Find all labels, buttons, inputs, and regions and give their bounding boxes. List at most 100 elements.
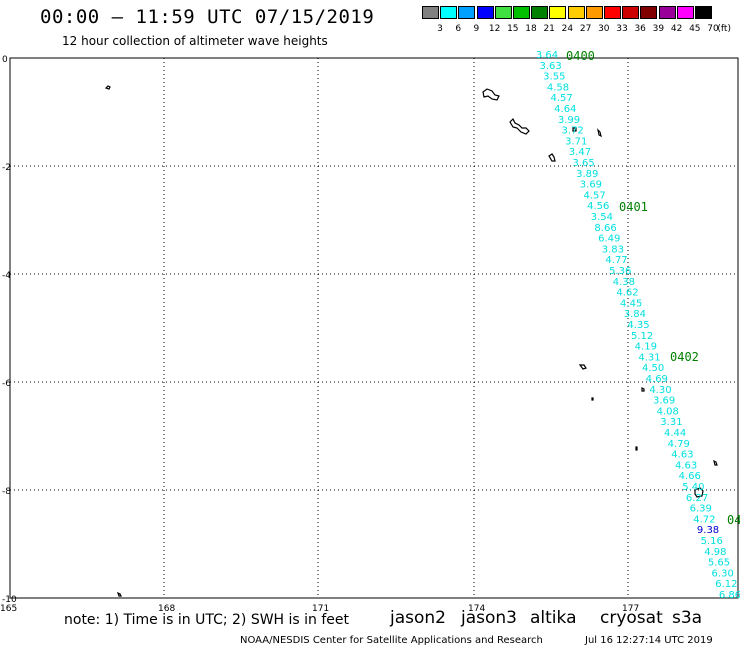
wave-height-value: 4.64 [554, 104, 576, 115]
wave-height-value: 9.38 [697, 525, 719, 536]
island-coastline [578, 364, 587, 370]
legend-label: 42 [670, 24, 683, 34]
map-title: 00:00 – 11:59 UTC 07/15/2019 [40, 6, 375, 28]
legend-swatch [458, 6, 476, 19]
wave-height-value: 3.99 [558, 115, 580, 126]
island-coastline [548, 153, 556, 162]
legend-swatch [476, 6, 494, 19]
legend-swatch [440, 6, 458, 19]
wave-height-value: 4.31 [638, 352, 660, 363]
track-time-label: 04 [727, 513, 740, 527]
legend-label: 24 [561, 24, 574, 34]
wave-height-value: 5.16 [701, 536, 723, 547]
wave-height-value: 3.69 [580, 180, 602, 191]
wave-height-value: 8.66 [594, 223, 616, 234]
wave-height-value: 4.35 [627, 320, 649, 331]
wave-height-value: 3.72 [561, 126, 583, 137]
legend-swatch [567, 6, 585, 19]
legend-label: 15 [507, 24, 519, 34]
wave-height-value: 3.55 [543, 72, 565, 83]
legend-label: 70 [707, 24, 719, 34]
island-coastline [635, 446, 638, 451]
legend-label: 3 [437, 24, 443, 34]
legend-swatch [422, 6, 439, 19]
wave-height-value: 5.65 [708, 558, 730, 569]
wave-height-value: 6.27 [686, 493, 708, 504]
wave-height-value: 6.12 [715, 579, 737, 590]
island-coastline [572, 127, 577, 132]
wave-height-value: 4.38 [613, 277, 635, 288]
wave-height-value: 3.69 [653, 396, 675, 407]
legend-swatch [640, 6, 658, 19]
legend-swatch [585, 6, 603, 19]
y-tick-label: -10 [2, 595, 17, 605]
island-coastline [713, 459, 718, 466]
y-tick-label: -6 [2, 379, 11, 389]
wave-height-value: 4.63 [675, 460, 697, 471]
wave-height-value: 6.39 [690, 504, 712, 515]
wave-height-value: 4.50 [642, 363, 664, 374]
wave-height-value: 3.65 [572, 158, 594, 169]
wave-height-value: 4.56 [587, 201, 609, 212]
legend-swatch [676, 6, 694, 19]
wave-height-value: 4.45 [620, 298, 642, 309]
legend-label: 36 [634, 24, 646, 34]
wave-height-value: 3.31 [660, 417, 682, 428]
wave-height-value: 4.77 [605, 255, 627, 266]
map-subtitle: 12 hour collection of altimeter wave hei… [62, 34, 328, 48]
track-time-label: 0401 [619, 200, 648, 214]
wave-height-value: 3.63 [540, 61, 562, 72]
wave-height-value: 6.86 [719, 590, 740, 601]
legend-label: 9 [473, 24, 480, 34]
island-coastline [641, 387, 645, 392]
wave-height-value: 3.64 [536, 50, 558, 61]
y-tick-label: -4 [2, 271, 11, 281]
legend-label: 18 [525, 24, 537, 34]
legend-swatch [604, 6, 621, 19]
wave-height-value: 4.79 [668, 439, 690, 450]
wave-height-value: 6.49 [598, 234, 620, 245]
wave-height-value: 4.62 [616, 288, 638, 299]
x-tick-label: 165 [0, 604, 17, 614]
wave-height-value: 4.57 [583, 190, 605, 201]
x-tick-label: 171 [312, 604, 329, 614]
legend-label: 33 [616, 24, 628, 34]
wave-height-value: 5.12 [631, 331, 653, 342]
wave-height-value: 4.57 [551, 93, 573, 104]
wave-height-value: 4.19 [635, 342, 657, 353]
wave-height-value: 5.36 [609, 266, 631, 277]
legend-swatch [622, 6, 640, 19]
island-coastline [591, 397, 594, 401]
wave-height-value: 3.71 [565, 136, 587, 147]
wave-height-value: 3.84 [624, 309, 646, 320]
wave-height-value: 4.08 [657, 406, 679, 417]
legend-label: 21 [543, 24, 555, 34]
wave-height-value: 4.44 [664, 428, 686, 439]
x-tick-label: 174 [468, 604, 485, 614]
island-coastline [694, 487, 704, 498]
wave-height-value: 4.66 [679, 471, 701, 482]
legend-swatch [549, 6, 567, 19]
legend-label: 45 [689, 24, 701, 34]
wave-height-value: 4.58 [547, 82, 569, 93]
wave-height-value: 4.72 [693, 514, 715, 525]
y-tick-label: -2 [2, 163, 11, 173]
legend-label: 6 [455, 24, 462, 34]
wave-height-value: 3.83 [602, 244, 624, 255]
y-tick-label: 0 [2, 55, 8, 65]
legend-label: 27 [579, 24, 592, 34]
wave-height-value: 4.69 [646, 374, 668, 385]
track-time-label: 0402 [670, 350, 699, 364]
legend-swatch [695, 6, 712, 19]
y-tick-label: -8 [2, 487, 11, 497]
x-tick-label: 168 [158, 604, 175, 614]
legend-swatch [658, 6, 676, 19]
wave-height-value: 5.40 [682, 482, 704, 493]
island-coastline [482, 88, 500, 101]
legend-label: 39 [652, 24, 665, 34]
wave-height-value: 6.30 [712, 568, 734, 579]
wave-height-value: 4.30 [649, 385, 671, 396]
legend-swatch [531, 6, 549, 19]
legend-label: 30 [598, 24, 610, 34]
